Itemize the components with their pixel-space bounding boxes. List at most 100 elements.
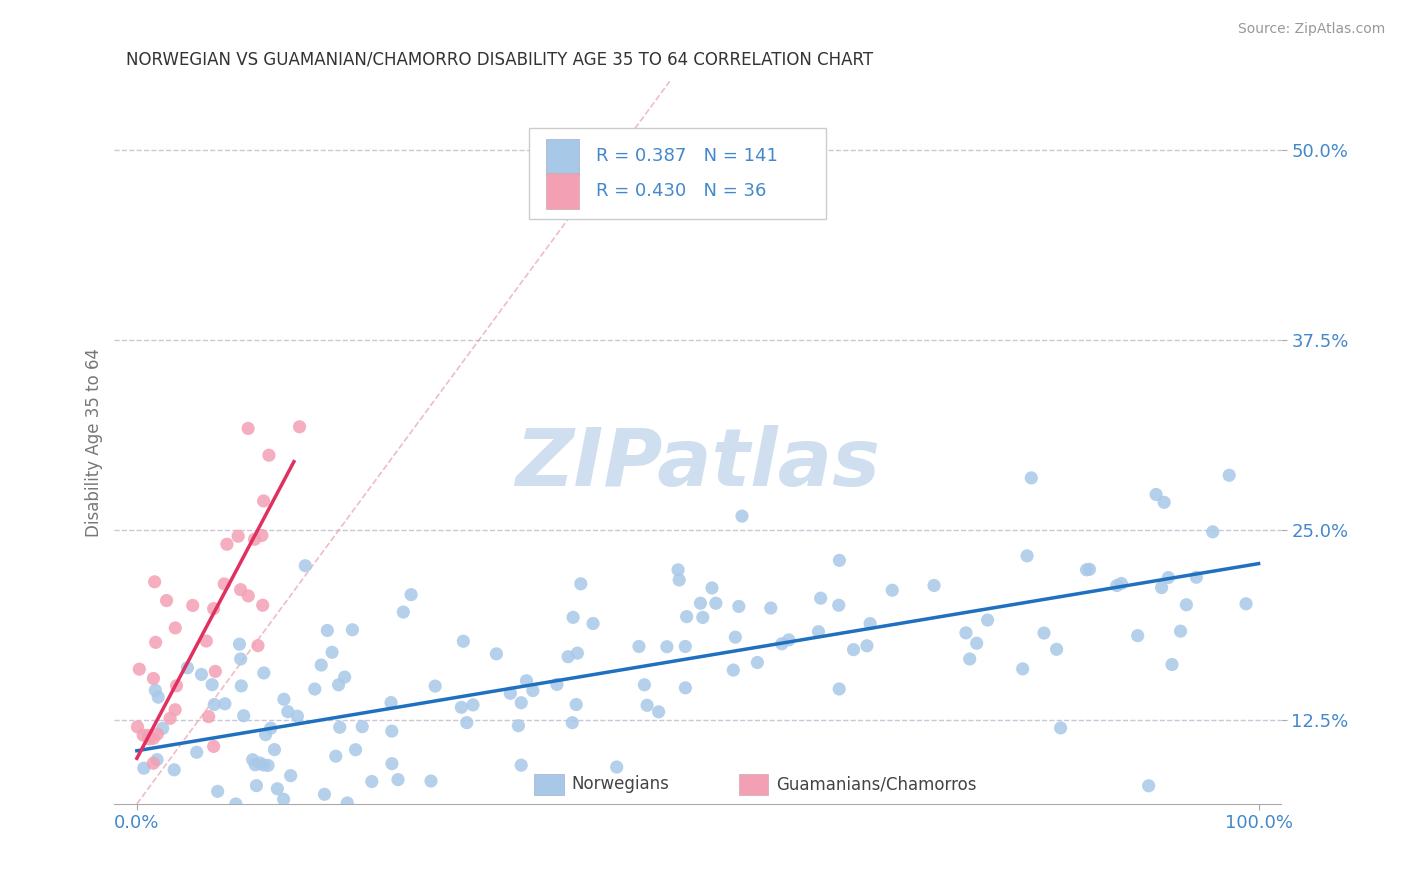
Point <box>155 593 177 607</box>
Point <box>828 681 851 696</box>
Point <box>236 421 259 435</box>
Point <box>159 711 181 725</box>
Point <box>212 577 235 591</box>
Point <box>253 758 276 772</box>
Point <box>142 672 165 686</box>
Point <box>243 533 266 547</box>
Point <box>226 529 249 543</box>
Point <box>146 753 169 767</box>
Point <box>1150 581 1173 595</box>
Point <box>165 703 187 717</box>
Point <box>392 605 415 619</box>
Point <box>1175 598 1198 612</box>
Point <box>342 623 364 637</box>
Point <box>202 698 225 712</box>
Point <box>229 652 252 666</box>
Point <box>381 724 404 739</box>
Point <box>1049 721 1071 735</box>
Point <box>294 558 316 573</box>
Point <box>546 677 568 691</box>
Point <box>201 678 224 692</box>
Point <box>1078 562 1101 576</box>
Point <box>304 681 326 696</box>
Point <box>499 686 522 700</box>
Point <box>627 640 650 654</box>
Point <box>724 630 747 644</box>
FancyBboxPatch shape <box>529 128 827 219</box>
Point <box>231 679 253 693</box>
Text: NORWEGIAN VS GUAMANIAN/CHAMORRO DISABILITY AGE 35 TO 64 CORRELATION CHART: NORWEGIAN VS GUAMANIAN/CHAMORRO DISABILI… <box>127 51 873 69</box>
Point <box>1033 626 1056 640</box>
Point <box>288 419 311 434</box>
Point <box>229 582 252 597</box>
Point <box>202 739 225 754</box>
Point <box>381 756 404 771</box>
Point <box>250 528 273 542</box>
Point <box>202 601 225 615</box>
Point <box>127 836 149 850</box>
Point <box>633 678 655 692</box>
Point <box>214 697 236 711</box>
Point <box>152 722 174 736</box>
Point <box>673 640 696 654</box>
Point <box>731 509 754 524</box>
Point <box>567 646 589 660</box>
Point <box>252 599 274 613</box>
Point <box>166 679 188 693</box>
Y-axis label: Disability Age 35 to 64: Disability Age 35 to 64 <box>86 348 103 537</box>
Point <box>565 698 588 712</box>
Point <box>273 792 295 806</box>
Point <box>360 774 382 789</box>
Point <box>882 583 904 598</box>
Point <box>485 647 508 661</box>
Point <box>238 589 260 603</box>
Text: ZIPatlas: ZIPatlas <box>515 425 880 503</box>
Point <box>132 761 155 775</box>
Point <box>723 663 745 677</box>
Point <box>668 573 690 587</box>
Point <box>700 581 723 595</box>
Point <box>522 683 544 698</box>
Point <box>510 758 533 772</box>
Text: Source: ZipAtlas.com: Source: ZipAtlas.com <box>1237 22 1385 37</box>
Point <box>569 577 592 591</box>
Point <box>254 728 277 742</box>
Point <box>333 670 356 684</box>
Point <box>257 758 280 772</box>
Point <box>253 665 276 680</box>
FancyBboxPatch shape <box>546 173 579 210</box>
Point <box>778 632 800 647</box>
Point <box>142 756 165 771</box>
Point <box>1218 468 1240 483</box>
Point <box>1185 570 1208 584</box>
Point <box>1019 471 1042 485</box>
FancyBboxPatch shape <box>738 774 768 795</box>
Point <box>128 662 150 676</box>
Point <box>647 705 669 719</box>
Point <box>1111 576 1133 591</box>
Point <box>287 709 309 723</box>
Point <box>127 720 149 734</box>
Point <box>727 599 749 614</box>
Point <box>328 678 350 692</box>
Point <box>204 665 226 679</box>
Point <box>273 804 295 818</box>
Point <box>314 787 336 801</box>
Point <box>420 774 443 789</box>
FancyBboxPatch shape <box>546 139 579 176</box>
Point <box>344 742 367 756</box>
Point <box>828 599 851 613</box>
Point <box>1234 597 1257 611</box>
Point <box>232 708 254 723</box>
Point <box>190 667 212 681</box>
Point <box>246 639 269 653</box>
Point <box>387 772 409 787</box>
Point <box>165 621 187 635</box>
Point <box>508 719 530 733</box>
Point <box>336 796 359 810</box>
Point <box>260 721 283 735</box>
Point <box>1170 624 1192 639</box>
Point <box>747 656 769 670</box>
Point <box>181 599 204 613</box>
Point <box>325 749 347 764</box>
